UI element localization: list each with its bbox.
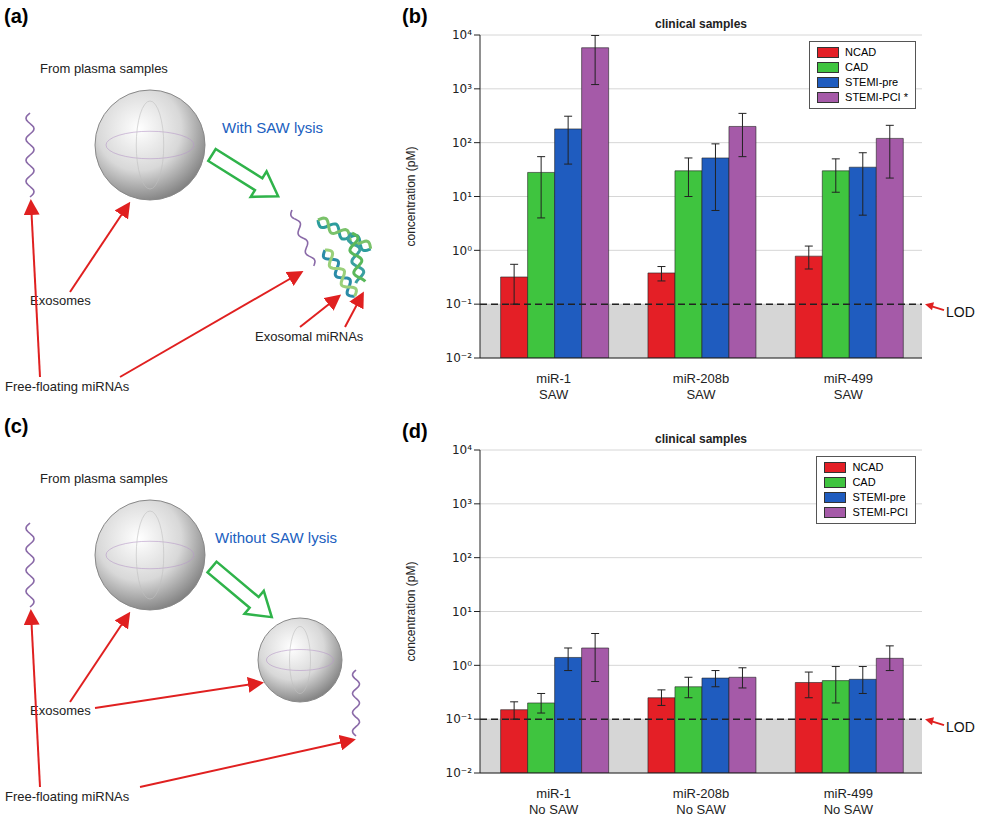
svg-text:10⁻²: 10⁻² (446, 351, 473, 365)
svg-text:Exosomes: Exosomes (30, 703, 91, 718)
html-text:(d): (d) (402, 420, 428, 442)
svg-text:concentration (pM): concentration (pM) (404, 146, 418, 246)
svg-text:10³: 10³ (452, 497, 472, 511)
html-text:NCAD: NCAD (845, 46, 877, 58)
html-text:NCAD: NCAD (852, 461, 884, 473)
svg-text:miR-499No SAW: miR-499No SAW (824, 786, 874, 817)
svg-text:10⁴: 10⁴ (452, 28, 472, 42)
svg-text:10⁻¹: 10⁻¹ (446, 297, 473, 311)
html-text:clinical samples: clinical samples (655, 17, 747, 31)
svg-text:From plasma samples: From plasma samples (40, 471, 168, 486)
svg-text:LOD: LOD (946, 719, 975, 735)
svg-text:Exosomal miRNAs: Exosomal miRNAs (255, 329, 364, 344)
html-text:STEMI-pre: STEMI-pre (845, 76, 899, 88)
svg-text:10¹: 10¹ (452, 605, 472, 619)
svg-text:10⁰: 10⁰ (452, 659, 472, 673)
html-text:CAD: CAD (852, 476, 876, 488)
html-text:STEMI-pre: STEMI-pre (852, 491, 906, 503)
svg-text:Free-floating miRNAs: Free-floating miRNAs (5, 379, 130, 394)
html-text:(c): (c) (4, 415, 29, 437)
svg-text:Exosomes: Exosomes (30, 293, 91, 308)
svg-text:10⁻²: 10⁻² (446, 766, 473, 780)
svg-text:10⁻¹: 10⁻¹ (446, 712, 473, 726)
svg-text:With SAW lysis: With SAW lysis (222, 119, 323, 136)
svg-text:miR-208bSAW: miR-208bSAW (673, 371, 729, 402)
html-text:(a): (a) (4, 5, 29, 27)
html-text:(b): (b) (402, 5, 428, 27)
svg-text:10¹: 10¹ (452, 190, 472, 204)
svg-text:miR-208bNo SAW: miR-208bNo SAW (673, 786, 729, 817)
html-text:clinical samples: clinical samples (655, 432, 747, 446)
html-text:STEMI-PCI *: STEMI-PCI * (845, 91, 908, 103)
svg-text:Without SAW lysis: Without SAW lysis (215, 529, 337, 546)
svg-text:concentration (pM): concentration (pM) (404, 561, 418, 661)
html-text:STEMI-PCI: STEMI-PCI (852, 506, 908, 518)
svg-text:miR-1No SAW: miR-1No SAW (529, 786, 579, 817)
svg-text:miR-499SAW: miR-499SAW (824, 371, 873, 402)
svg-text:From plasma samples: From plasma samples (40, 61, 168, 76)
html-text:CAD: CAD (845, 61, 869, 73)
svg-text:10²: 10² (452, 551, 472, 565)
svg-text:10⁴: 10⁴ (452, 443, 472, 457)
svg-text:Free-floating miRNAs: Free-floating miRNAs (5, 789, 130, 804)
svg-text:10⁰: 10⁰ (452, 244, 472, 258)
svg-text:LOD: LOD (946, 304, 975, 320)
svg-text:miR-1SAW: miR-1SAW (536, 371, 571, 402)
svg-text:10²: 10² (452, 136, 472, 150)
svg-text:10³: 10³ (452, 82, 472, 96)
